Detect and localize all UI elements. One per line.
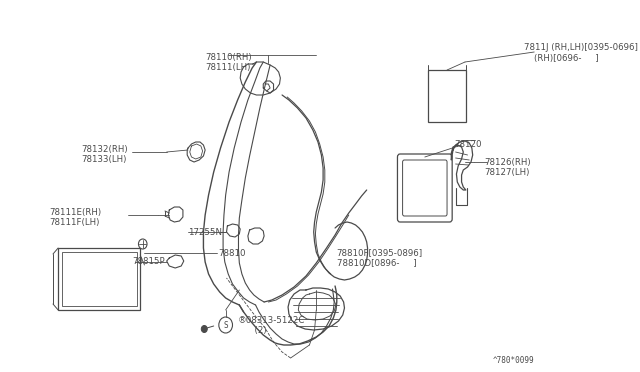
Circle shape [202,326,207,333]
Text: (RH)[0696-     ]: (RH)[0696- ] [534,54,599,63]
Text: 78120: 78120 [455,140,482,149]
Bar [58,248,140,310]
Text: 17255N: 17255N [188,228,222,237]
Text: 78810: 78810 [218,249,246,258]
Text: ^780*0099: ^780*0099 [493,356,534,365]
Text: 7811J (RH,LH)[0395-0696]: 7811J (RH,LH)[0395-0696] [524,43,638,52]
Text: ®08313-5122C
      (2): ®08313-5122C (2) [237,316,305,336]
Text: 78110(RH)
78111(LH): 78110(RH) 78111(LH) [205,53,252,73]
Text: 78111E(RH)
78111F(LH): 78111E(RH) 78111F(LH) [49,208,102,227]
Text: 78815P: 78815P [132,257,165,266]
Text: 78810F[0395-0896]
78810D[0896-     ]: 78810F[0395-0896] 78810D[0896- ] [337,248,423,267]
Bar [61,252,137,306]
Text: 78132(RH)
78133(LH): 78132(RH) 78133(LH) [81,145,128,164]
Bar [428,70,466,122]
Text: 78126(RH)
78127(LH): 78126(RH) 78127(LH) [484,158,531,177]
Text: S: S [223,321,228,330]
